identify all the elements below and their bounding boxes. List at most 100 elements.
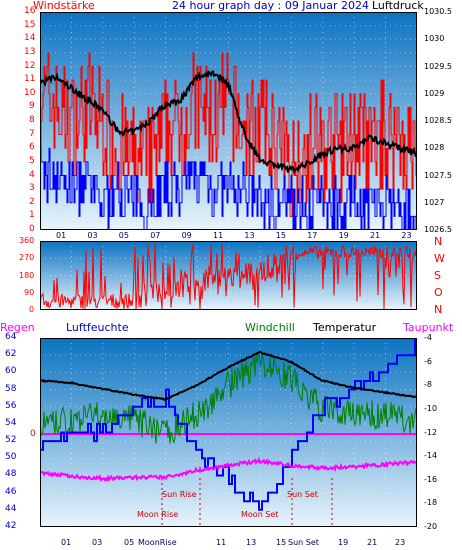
wind-tick: 0 xyxy=(29,224,35,234)
pressure-tick: 1030.5 xyxy=(424,7,452,16)
wind-tick: 14 xyxy=(24,33,36,44)
wind-tick: 2 xyxy=(29,196,35,207)
wind-tick: 9 xyxy=(29,101,35,112)
temperature-tick: -20 xyxy=(424,522,438,531)
wind-direction-chart xyxy=(40,241,417,310)
temperature-tick: -14 xyxy=(424,451,438,461)
wind-tick: 8 xyxy=(29,115,35,125)
windchill-label: Windchill xyxy=(245,321,295,334)
temperatur-label: Temperatur xyxy=(313,321,377,334)
wind-tick: 5 xyxy=(29,155,35,166)
temperature-series xyxy=(40,350,417,401)
luftfeuchte-label: Luftfeuchte xyxy=(66,321,129,334)
pressure-tick: 1028 xyxy=(424,143,445,153)
x-tick: 19 xyxy=(338,231,349,240)
temperature-tick: -8 xyxy=(424,380,432,390)
x-tick-01: 01 xyxy=(61,538,72,547)
compass-letter: N xyxy=(434,235,443,248)
direction-tick: 180 xyxy=(19,270,35,280)
pressure-tick: 1029 xyxy=(424,88,445,98)
temperature-humidity-svg xyxy=(40,338,417,527)
wind-tick: 16 xyxy=(24,6,36,16)
wind-pressure-svg xyxy=(40,12,417,230)
wind-pressure-chart xyxy=(40,12,417,230)
chart-title: 24 hour graph day : 09 Januar 2024 xyxy=(172,0,369,12)
direction-tick: 0 xyxy=(29,305,35,314)
pressure-tick: 1027 xyxy=(424,197,445,207)
x-tick: 09 xyxy=(181,231,192,240)
wind-tick: 1 xyxy=(29,210,35,221)
direction-tick: 270 xyxy=(19,253,35,263)
x-tick: 03 xyxy=(87,231,98,240)
x-tick: 05 xyxy=(118,231,129,240)
rain-zero-tick: 0 xyxy=(30,429,36,439)
wind-tick: 6 xyxy=(29,142,35,153)
humidity-tick: 60 xyxy=(5,366,17,377)
wind-tick: 4 xyxy=(29,169,35,180)
humidity-series xyxy=(40,338,417,511)
humidity-tick: 42 xyxy=(5,521,17,531)
windchill-series xyxy=(40,352,417,444)
humidity-tick: 58 xyxy=(5,383,17,394)
pressure-series xyxy=(40,69,417,175)
x-tick-19: 19 xyxy=(338,538,349,547)
x-tick: 07 xyxy=(150,231,161,240)
x-tick-15: 15 xyxy=(276,538,287,547)
x-tick-13: 13 xyxy=(246,538,257,547)
direction-tick: 90 xyxy=(24,287,35,297)
x-tick: 17 xyxy=(307,231,318,240)
compass-letter: S xyxy=(434,269,441,282)
wind-tick: 12 xyxy=(24,60,36,71)
luftdruck-label: Luftdruck xyxy=(372,0,424,12)
gust-series xyxy=(40,147,417,230)
temperature-tick: -10 xyxy=(424,403,438,413)
humidity-tick: 46 xyxy=(5,486,17,497)
wind-tick: 7 xyxy=(29,128,35,139)
moon-rise-annotation: Moon Rise xyxy=(137,510,179,519)
compass-letter: W xyxy=(434,252,445,265)
temperature-tick: -4 xyxy=(424,333,432,342)
x-tick: 23 xyxy=(401,231,412,240)
dewpoint-series xyxy=(40,456,417,483)
x-tick-21: 21 xyxy=(367,538,378,547)
wind-direction-svg xyxy=(40,241,417,310)
x-tick: 11 xyxy=(213,231,224,240)
regen-label: Regen xyxy=(0,321,35,334)
moonrise-x-label: MoonRise xyxy=(138,538,177,547)
x-tick: 13 xyxy=(244,231,255,240)
wind-tick: 3 xyxy=(29,183,35,194)
direction-tick: 360 xyxy=(19,236,35,245)
pressure-tick: 1027.5 xyxy=(424,170,452,180)
x-tick-05: 05 xyxy=(124,538,135,547)
sun-set-annotation: Sun Set xyxy=(287,490,318,499)
wind-speed-series xyxy=(40,52,417,217)
humidity-tick: 48 xyxy=(5,469,17,480)
humidity-tick: 54 xyxy=(5,417,17,428)
compass-letter: O xyxy=(434,286,443,299)
compass-letter: N xyxy=(434,303,443,316)
temperature-tick: -16 xyxy=(424,474,438,484)
humidity-tick: 62 xyxy=(5,349,17,360)
pressure-tick: 1029.5 xyxy=(424,61,452,71)
wind-direction-series xyxy=(40,242,417,310)
taupunkt-label: Taupunkt xyxy=(403,321,454,334)
wind-tick: 13 xyxy=(24,46,36,57)
humidity-tick: 50 xyxy=(5,452,17,463)
pressure-tick: 1026.5 xyxy=(424,225,452,234)
moon-set-annotation: Moon Set xyxy=(241,510,279,519)
temperature-tick: -12 xyxy=(424,427,438,437)
x-tick-03: 03 xyxy=(92,538,103,547)
humidity-tick: 52 xyxy=(5,435,17,446)
sun-rise-annotation: Sun Rise xyxy=(162,490,197,499)
x-tick: 15 xyxy=(275,231,286,240)
temperature-tick: -6 xyxy=(424,356,432,366)
humidity-tick: 56 xyxy=(5,400,17,411)
x-tick: 01 xyxy=(56,231,67,240)
wind-tick: 11 xyxy=(24,74,36,85)
temperature-tick: -18 xyxy=(424,498,438,508)
wind-tick: 10 xyxy=(24,87,36,98)
pressure-tick: 1030 xyxy=(424,34,445,44)
windstaerke-label: Windstärke xyxy=(33,0,95,12)
humidity-tick: 64 xyxy=(5,332,17,342)
humidity-tick: 44 xyxy=(5,503,17,514)
